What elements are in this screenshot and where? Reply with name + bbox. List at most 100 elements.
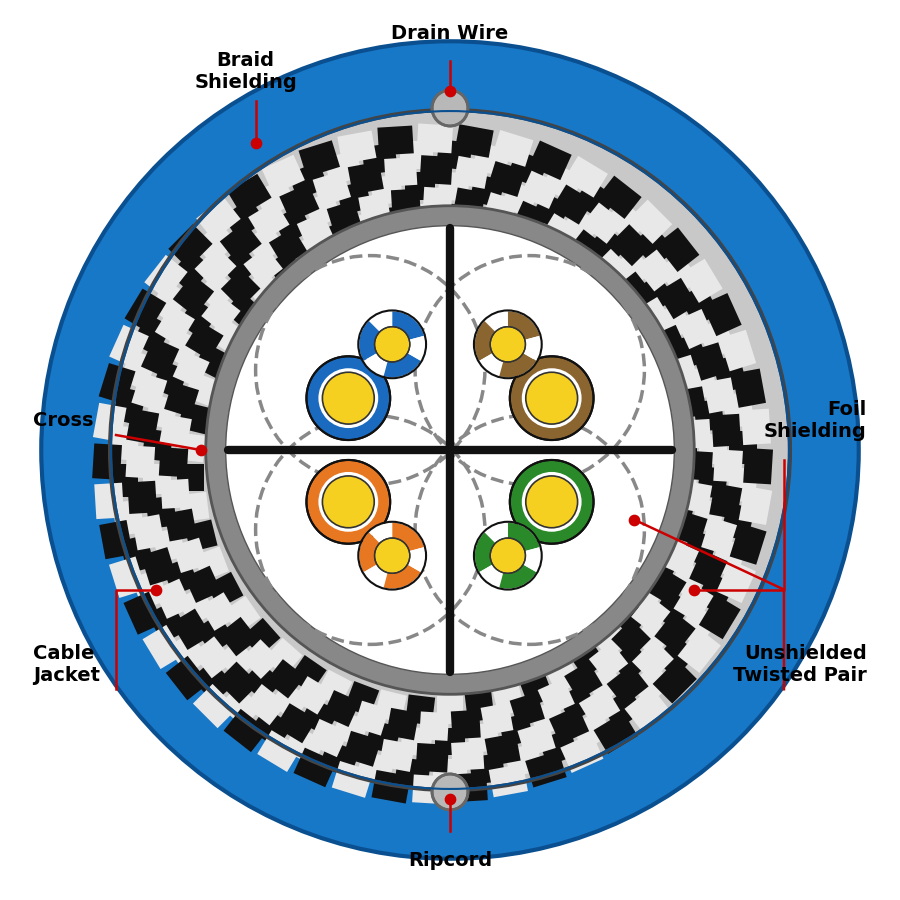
Wedge shape xyxy=(480,345,508,376)
Bar xyxy=(518,722,556,758)
Bar xyxy=(654,302,693,341)
Bar xyxy=(348,212,381,245)
Bar xyxy=(168,224,212,268)
Bar xyxy=(384,158,418,186)
Bar xyxy=(332,761,374,798)
Bar xyxy=(220,269,260,309)
Bar xyxy=(569,640,607,678)
Bar xyxy=(528,140,572,180)
Bar xyxy=(484,734,521,766)
Bar xyxy=(681,419,711,449)
Bar xyxy=(124,289,166,333)
Bar xyxy=(591,248,631,289)
Point xyxy=(443,792,457,806)
Bar xyxy=(588,226,628,266)
Bar xyxy=(146,496,176,529)
Bar xyxy=(356,751,395,786)
Bar xyxy=(331,711,370,747)
Bar xyxy=(262,155,305,194)
Bar xyxy=(422,187,453,216)
Wedge shape xyxy=(508,336,541,361)
Bar xyxy=(589,642,628,681)
Bar xyxy=(609,224,652,266)
Bar xyxy=(120,535,155,573)
Bar xyxy=(628,574,666,612)
Bar xyxy=(454,124,494,158)
Bar xyxy=(394,757,431,788)
Point xyxy=(248,136,263,150)
Bar xyxy=(254,177,296,218)
Text: Braid
Shielding: Braid Shielding xyxy=(194,50,297,92)
Circle shape xyxy=(432,774,468,810)
Bar xyxy=(245,224,285,264)
Bar xyxy=(571,251,609,290)
Bar xyxy=(173,274,214,316)
Bar xyxy=(184,519,218,552)
Bar xyxy=(560,207,600,247)
Circle shape xyxy=(206,206,694,694)
Point xyxy=(627,513,642,527)
Bar xyxy=(654,634,698,679)
Bar xyxy=(244,269,283,308)
Bar xyxy=(451,741,484,770)
Bar xyxy=(303,191,341,228)
Bar xyxy=(716,560,756,603)
Bar xyxy=(144,255,187,300)
Bar xyxy=(504,742,543,778)
Bar xyxy=(257,730,302,772)
Bar xyxy=(492,683,525,716)
Bar xyxy=(558,684,597,722)
Bar xyxy=(200,592,239,631)
Bar xyxy=(292,234,328,271)
Circle shape xyxy=(374,327,410,362)
Bar xyxy=(275,703,317,743)
Wedge shape xyxy=(500,345,536,377)
Bar xyxy=(538,728,579,766)
Bar xyxy=(634,249,676,292)
Bar xyxy=(194,222,238,265)
Wedge shape xyxy=(484,311,508,345)
Circle shape xyxy=(206,206,694,694)
Bar xyxy=(155,305,195,346)
Bar xyxy=(320,220,355,256)
Bar xyxy=(94,482,124,519)
Wedge shape xyxy=(508,523,540,555)
Bar xyxy=(148,601,187,644)
Bar xyxy=(405,172,435,200)
Circle shape xyxy=(358,522,426,590)
Bar xyxy=(173,537,208,573)
Wedge shape xyxy=(484,523,508,555)
Bar xyxy=(217,662,259,704)
Bar xyxy=(374,689,407,723)
Bar xyxy=(672,510,707,546)
Bar xyxy=(202,293,240,333)
Circle shape xyxy=(111,111,789,789)
Bar xyxy=(720,502,755,541)
Bar xyxy=(451,710,481,739)
Circle shape xyxy=(474,310,542,378)
Bar xyxy=(453,187,486,220)
Bar xyxy=(691,498,725,534)
Wedge shape xyxy=(508,311,540,345)
Bar xyxy=(248,201,290,241)
Circle shape xyxy=(322,476,374,527)
Bar xyxy=(176,433,206,463)
Bar xyxy=(607,664,649,706)
Bar xyxy=(739,486,772,525)
Bar xyxy=(712,355,747,393)
Bar xyxy=(614,272,653,310)
Bar xyxy=(579,687,620,727)
Bar xyxy=(160,479,190,508)
Bar xyxy=(469,174,505,208)
Bar xyxy=(293,676,332,715)
Bar xyxy=(528,700,566,736)
Bar xyxy=(142,428,173,462)
Bar xyxy=(678,628,721,673)
Bar xyxy=(662,540,699,577)
Bar xyxy=(597,176,642,219)
Bar xyxy=(669,437,697,464)
Bar xyxy=(590,620,629,659)
Bar xyxy=(704,377,736,413)
Bar xyxy=(140,547,176,586)
Wedge shape xyxy=(383,555,420,589)
